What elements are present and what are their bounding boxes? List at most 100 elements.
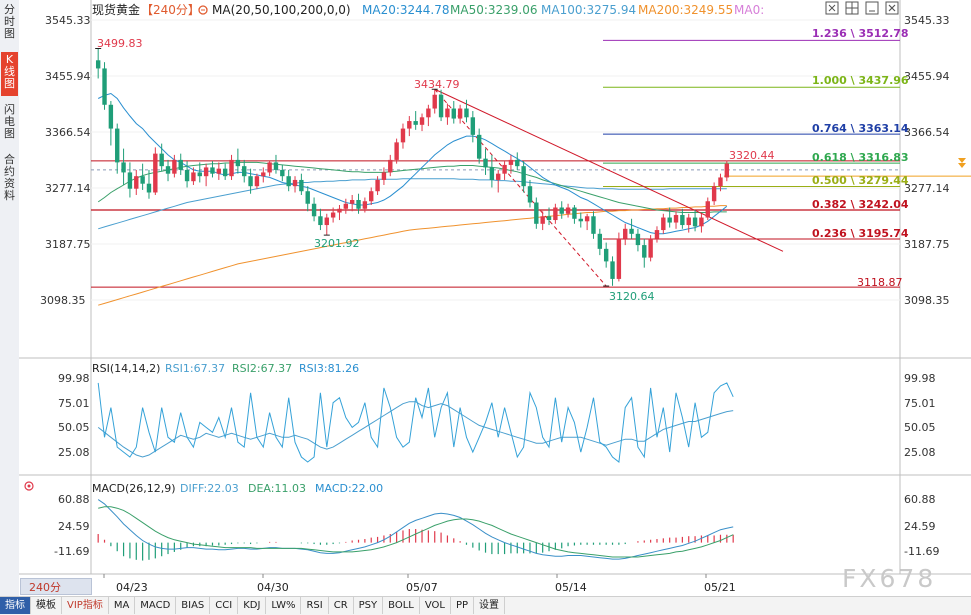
tab-rsi[interactable]: RSI — [301, 597, 329, 614]
rsi-tick-left: 50.05 — [58, 421, 90, 434]
candle-body — [565, 207, 571, 214]
candle-body — [451, 108, 456, 119]
minimize-icon[interactable] — [865, 1, 879, 15]
candle-body — [692, 217, 698, 227]
candle-body — [235, 159, 241, 167]
tab-lw[interactable]: LW% — [266, 597, 302, 614]
candle-body — [426, 108, 431, 118]
candle-body — [502, 164, 507, 174]
candle-body — [711, 186, 717, 202]
trend-lines — [434, 88, 784, 287]
candle-body — [648, 238, 653, 258]
fib-label-0618: 0.618 \ 3316.83 — [812, 151, 909, 164]
candle-body — [496, 173, 501, 180]
candle-body — [102, 68, 107, 105]
candle-body — [673, 215, 679, 223]
current-price-marker-icon — [958, 158, 966, 168]
rsi-tick-right: 50.05 — [904, 421, 936, 434]
tab-timeshare[interactable]: 分时图 — [4, 3, 15, 40]
fib-label-0236: 0.236 \ 3195.74 — [812, 227, 909, 240]
price-tick-right: 3366.54 — [904, 126, 950, 139]
macd-settings-icon[interactable] — [24, 481, 34, 491]
price-tick-right: 3098.35 — [904, 294, 950, 307]
tab-cci[interactable]: CCI — [210, 597, 239, 614]
candle-body — [121, 162, 126, 173]
rsi1-value: RSI1:67.37 — [165, 362, 225, 375]
candle-body — [197, 172, 202, 177]
tab-vip-indicators[interactable]: VIP指标 — [62, 597, 109, 614]
candle-body — [584, 216, 590, 222]
rsi-tick-left: 99.98 — [58, 372, 90, 385]
candle-body — [388, 159, 393, 173]
chart-canvas[interactable]: 现货黄金 【240分】 MA(20,50,100,200,0,0) MA20:3… — [0, 0, 971, 596]
macd-indicator-name: MACD(26,12,9) — [92, 482, 176, 495]
macd-tick-right: -11.69 — [904, 545, 939, 558]
ma50-line — [97, 161, 727, 213]
tab-macd[interactable]: MACD — [135, 597, 177, 614]
macd-tick-left: 60.88 — [58, 493, 90, 506]
tab-vol[interactable]: VOL — [420, 597, 451, 614]
candle-body — [115, 128, 120, 163]
candle-body — [489, 167, 495, 180]
close-icon[interactable] — [885, 1, 899, 15]
tab-kdj[interactable]: KDJ — [238, 597, 267, 614]
candle-body — [254, 176, 260, 187]
macd-diff-line — [97, 499, 734, 560]
tab-kline[interactable]: K线图 — [1, 52, 18, 96]
settings-icon[interactable] — [198, 5, 208, 15]
candle-body — [515, 159, 520, 167]
candle-body — [356, 199, 361, 209]
expand-icon[interactable] — [825, 1, 839, 15]
rsi-tick-left: 25.08 — [58, 446, 90, 459]
price-tick-right: 3277.14 — [904, 182, 950, 195]
tab-settings[interactable]: 设置 — [474, 597, 506, 614]
date-tick: 05/07 — [406, 581, 438, 594]
candle-body — [381, 172, 387, 180]
price-annotation-low: 3120.64 — [609, 290, 655, 303]
watermark-logo: FX678 — [842, 564, 937, 593]
tab-bias[interactable]: BIAS — [176, 597, 211, 614]
tab-cr[interactable]: CR — [329, 597, 354, 614]
tab-templates[interactable]: 模板 — [31, 597, 62, 614]
tab-psy[interactable]: PSY — [354, 597, 384, 614]
date-tick: 04/23 — [116, 581, 148, 594]
candle-body — [369, 191, 374, 202]
candle-body — [292, 179, 298, 187]
candle-body — [705, 201, 710, 218]
candle-body — [546, 216, 552, 221]
tab-flash-chart[interactable]: 闪电图 — [4, 103, 15, 140]
tab-ma[interactable]: MA — [109, 597, 136, 614]
candle-body — [654, 230, 660, 239]
window-icon[interactable] — [845, 1, 859, 15]
candle-body — [311, 203, 317, 217]
candle-body — [191, 172, 196, 182]
candle-body — [108, 104, 114, 129]
macd-dea-line — [98, 506, 734, 558]
candle-body — [267, 162, 272, 173]
candle-body — [394, 142, 399, 160]
trend-line-descending — [434, 88, 784, 252]
candle-body — [724, 163, 730, 178]
period-selector[interactable]: 240分 — [20, 578, 92, 595]
macd-tick-right: 60.88 — [904, 493, 936, 506]
candle-body — [661, 217, 666, 231]
candle-body — [229, 159, 234, 177]
candle-body — [572, 207, 577, 219]
candle-body — [616, 238, 622, 279]
ma20-value: MA20:3244.78 — [362, 3, 450, 17]
candle-body — [699, 217, 704, 227]
tab-pp[interactable]: PP — [451, 597, 475, 614]
price-tick-left: 3366.54 — [45, 126, 91, 139]
candle-body — [534, 202, 539, 224]
tab-contract-info[interactable]: 合约资料 — [4, 153, 15, 202]
tab-boll[interactable]: BOLL — [383, 597, 420, 614]
candle-body — [134, 176, 139, 189]
price-annotation-high: 3499.83 — [97, 37, 143, 50]
candle-body — [686, 217, 691, 226]
candle-body — [324, 217, 329, 226]
ma100-value: MA100:3275.94 — [541, 3, 636, 17]
date-tick: 05/14 — [555, 581, 587, 594]
candle-body — [432, 94, 437, 109]
candle-body — [527, 186, 533, 203]
tab-indicators[interactable]: 指标 — [0, 597, 31, 614]
